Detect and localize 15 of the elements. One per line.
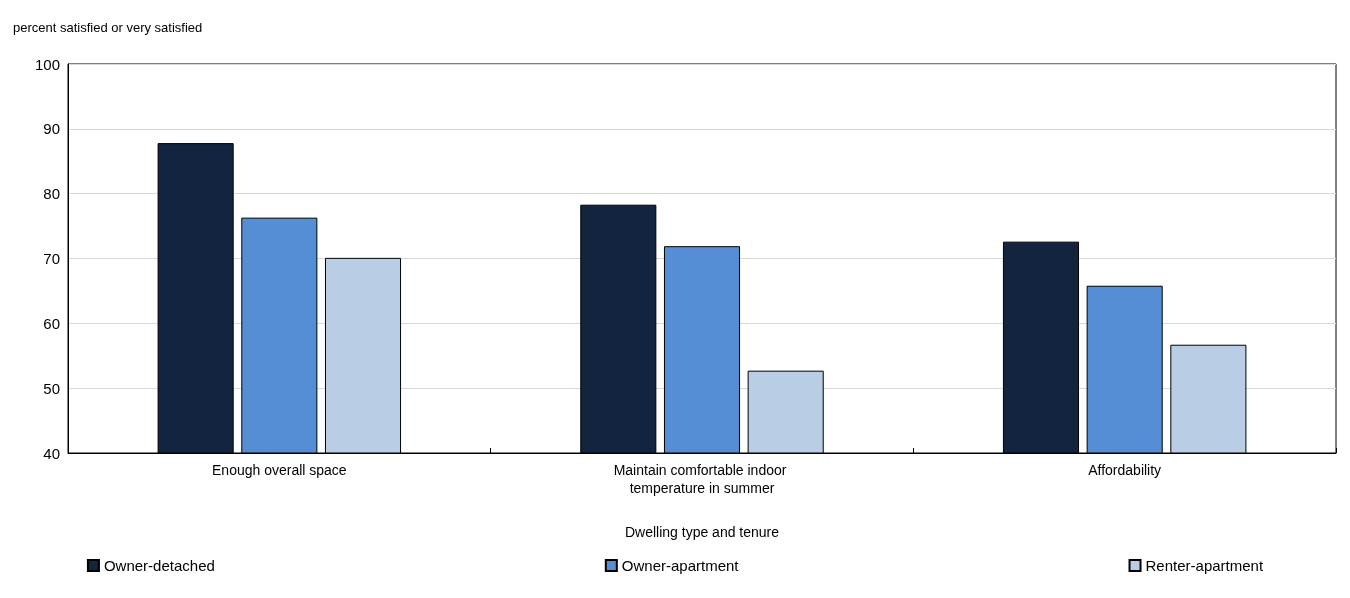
y-tick-label: 40 <box>43 444 60 462</box>
x-tick-label: Enough overall space <box>212 462 347 478</box>
legend-label: Owner-apartment <box>621 557 740 574</box>
y-tick-label: 70 <box>43 250 60 267</box>
y-tick-label: 100 <box>34 55 60 73</box>
x-tick-label: Affordability <box>1088 462 1162 478</box>
x-tick-label: Maintain comfortable indoor temperature in summer <box>613 462 791 496</box>
legend-label: Renter-apartment <box>1145 557 1264 574</box>
y-tick-label: 60 <box>43 314 60 332</box>
legend-label: Owner-detached <box>103 557 215 574</box>
y-tick-label: 50 <box>43 379 60 397</box>
y-tick-label: 80 <box>43 185 60 203</box>
y-tick-label: 90 <box>43 120 60 138</box>
x-axis-title: Dwelling type and tenure <box>624 524 780 540</box>
y-axis-title: percent satisfied or very satisfied <box>13 20 203 35</box>
